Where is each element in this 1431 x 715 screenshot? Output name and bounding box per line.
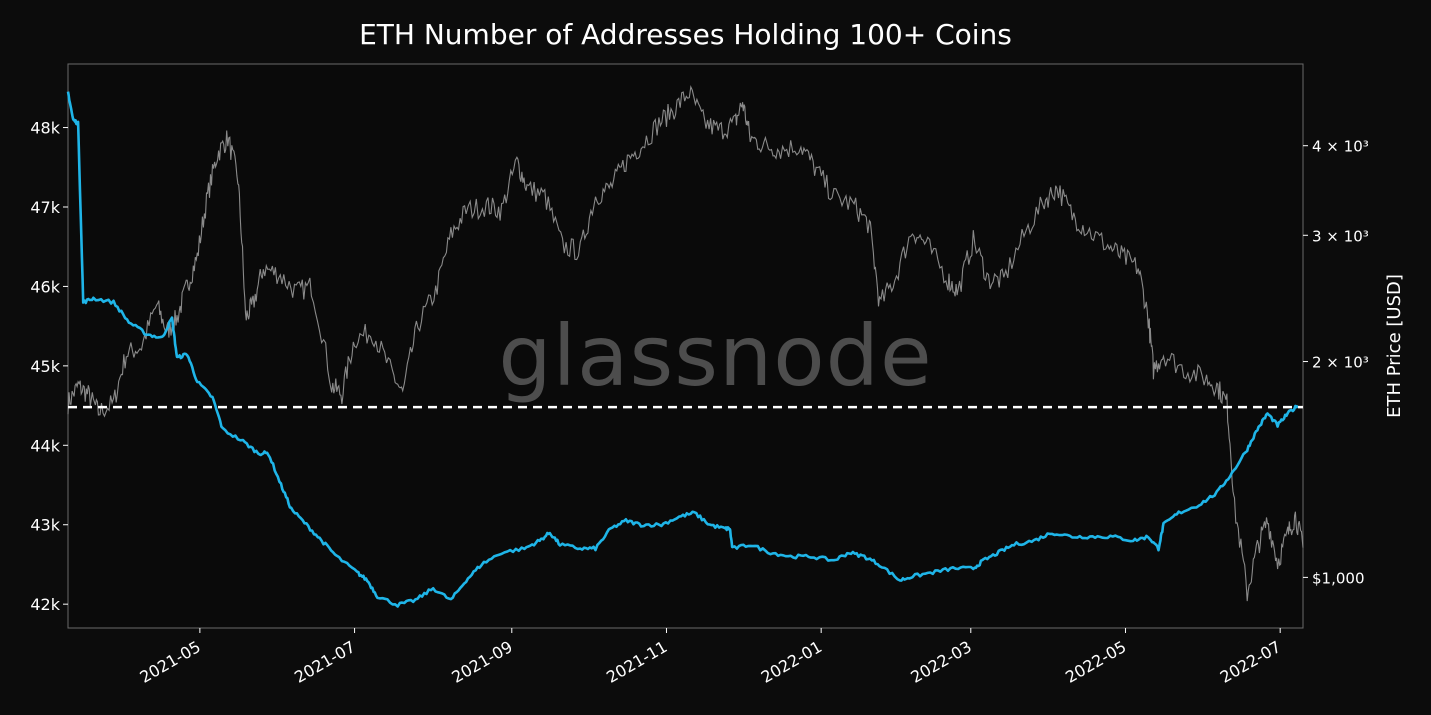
- left-tick-label: 47k: [30, 198, 60, 217]
- series-line-eth-price: [67, 84, 1304, 602]
- right-tick-label: 3 × 10³: [1312, 227, 1369, 245]
- x-tick-label: 2022-01: [758, 637, 825, 687]
- x-tick-label: 2022-07: [1217, 637, 1284, 687]
- series-line-addresses-100-plus: [66, 91, 1299, 608]
- watermark-text: glassnode: [498, 307, 932, 405]
- x-tick-label: 2021-07: [291, 637, 358, 687]
- right-axis-label: ETH Price [USD]: [1384, 274, 1405, 418]
- x-tick-label: 2022-03: [907, 637, 974, 687]
- right-tick-label: 4 × 10³: [1312, 138, 1369, 156]
- left-tick-label: 45k: [30, 357, 60, 376]
- plot-frame: [67, 63, 1304, 629]
- left-tick-label: 44k: [30, 436, 60, 455]
- left-tick-label: 42k: [30, 595, 60, 614]
- chart-title: ETH Number of Addresses Holding 100+ Coi…: [359, 18, 1012, 51]
- x-tick-label: 2021-05: [136, 637, 203, 687]
- x-tick-label: 2021-11: [603, 637, 670, 687]
- x-tick-label: 2022-05: [1062, 637, 1129, 687]
- left-tick-label: 43k: [30, 516, 60, 535]
- x-tick-label: 2021-09: [448, 637, 515, 687]
- right-tick-label: $1,000: [1312, 569, 1365, 587]
- left-tick-label: 48k: [30, 119, 60, 138]
- right-tick-label: 2 × 10³: [1312, 354, 1369, 372]
- left-tick-label: 46k: [30, 277, 60, 296]
